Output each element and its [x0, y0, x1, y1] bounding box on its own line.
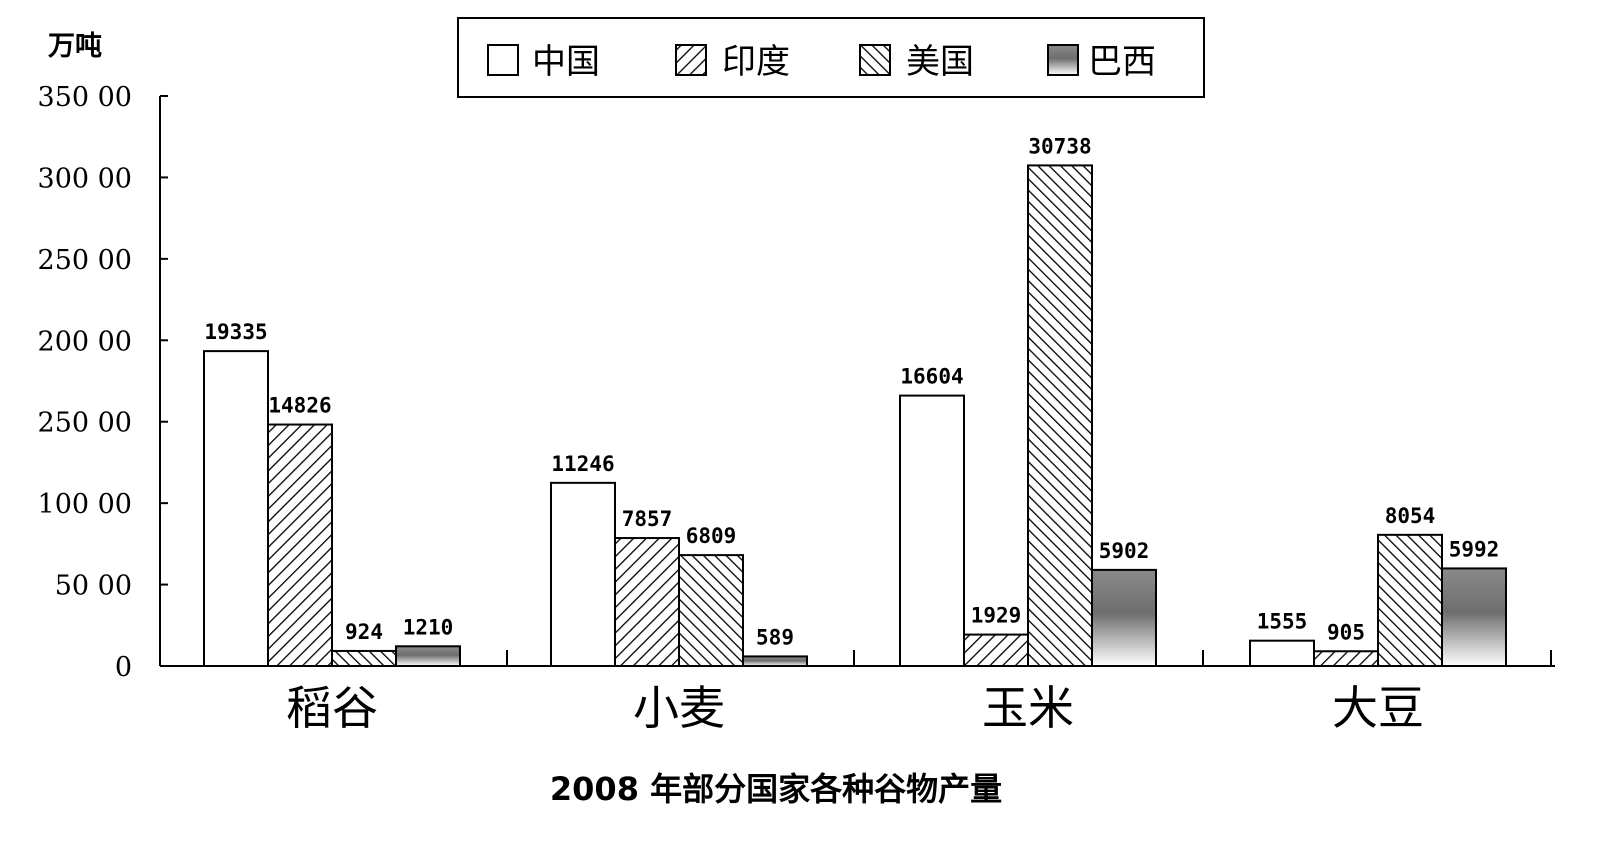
data-label: 6809 — [686, 524, 737, 548]
data-label: 16604 — [900, 365, 963, 389]
bar — [267, 423, 333, 667]
legend-box — [457, 17, 1205, 98]
bar — [1441, 567, 1507, 668]
legend-item-china: 中国 — [487, 42, 600, 82]
legend-label-india: 印度 — [722, 42, 790, 82]
data-label: 1555 — [1257, 610, 1308, 634]
legend-swatch-brazil — [1047, 44, 1079, 76]
data-label: 7857 — [622, 507, 673, 531]
category-label: 稻谷 — [286, 681, 378, 735]
bars — [203, 164, 1507, 668]
y-tick-label: 100 00 — [38, 489, 132, 520]
y-tick-label: 200 00 — [38, 326, 132, 357]
data-label: 5992 — [1449, 537, 1500, 561]
bar — [963, 633, 1029, 667]
legend: 中国 印度 美国 巴西 — [457, 17, 1205, 98]
bar — [614, 537, 680, 668]
legend-swatch-china — [487, 44, 519, 76]
category-label: 大豆 — [1332, 681, 1424, 735]
bar — [331, 649, 397, 668]
legend-label-china: 中国 — [532, 42, 600, 82]
bar — [1313, 650, 1379, 667]
y-ticks: 0 50 00 100 00 250 00 200 00 250 00 300 00 350 … — [38, 82, 168, 683]
y-tick-label: 50 00 — [55, 571, 132, 602]
category-label: 小麦 — [633, 681, 725, 735]
bar — [742, 655, 808, 668]
data-label: 30738 — [1028, 134, 1091, 158]
data-labels: 19335 14826 924 1210 11246 7857 6809 589 16604 19… — [204, 134, 1499, 649]
bar — [1027, 164, 1093, 667]
legend-swatch-india — [675, 44, 707, 76]
chart-title: 2008 年部分国家各种谷物产量 — [550, 770, 1002, 808]
bar — [395, 645, 461, 668]
legend-item-usa: 美国 — [859, 42, 974, 82]
category-labels: 稻谷 小麦 玉米 大豆 — [286, 681, 1424, 735]
data-label: 14826 — [268, 394, 331, 418]
data-label: 5902 — [1099, 539, 1150, 563]
bar — [550, 481, 616, 667]
y-tick-label: 250 00 — [38, 408, 132, 439]
y-unit-label: 万吨 — [48, 31, 102, 62]
data-label: 1210 — [403, 615, 454, 639]
data-label: 1929 — [971, 604, 1022, 628]
bar — [678, 554, 744, 668]
legend-label-usa: 美国 — [906, 42, 974, 82]
data-label: 19335 — [204, 320, 267, 344]
data-label: 905 — [1327, 620, 1365, 644]
legend-item-india: 印度 — [675, 42, 790, 82]
category-label: 玉米 — [982, 681, 1074, 735]
bar — [899, 394, 965, 667]
data-label: 589 — [756, 625, 794, 649]
bar — [203, 350, 269, 667]
legend-item-brazil: 巴西 — [1047, 42, 1156, 82]
data-label: 11246 — [551, 452, 614, 476]
y-tick-label: 300 00 — [38, 163, 132, 194]
y-tick-label: 350 00 — [38, 82, 132, 113]
bar — [1091, 568, 1157, 667]
x-ticks — [506, 650, 1552, 666]
y-tick-label: 0 — [115, 652, 132, 683]
bar — [1249, 639, 1315, 668]
data-label: 924 — [345, 620, 383, 644]
legend-swatch-usa — [859, 44, 891, 76]
bar — [1377, 533, 1443, 667]
y-tick-label: 250 00 — [38, 245, 132, 276]
legend-label-brazil: 巴西 — [1088, 42, 1156, 82]
data-label: 8054 — [1385, 504, 1436, 528]
